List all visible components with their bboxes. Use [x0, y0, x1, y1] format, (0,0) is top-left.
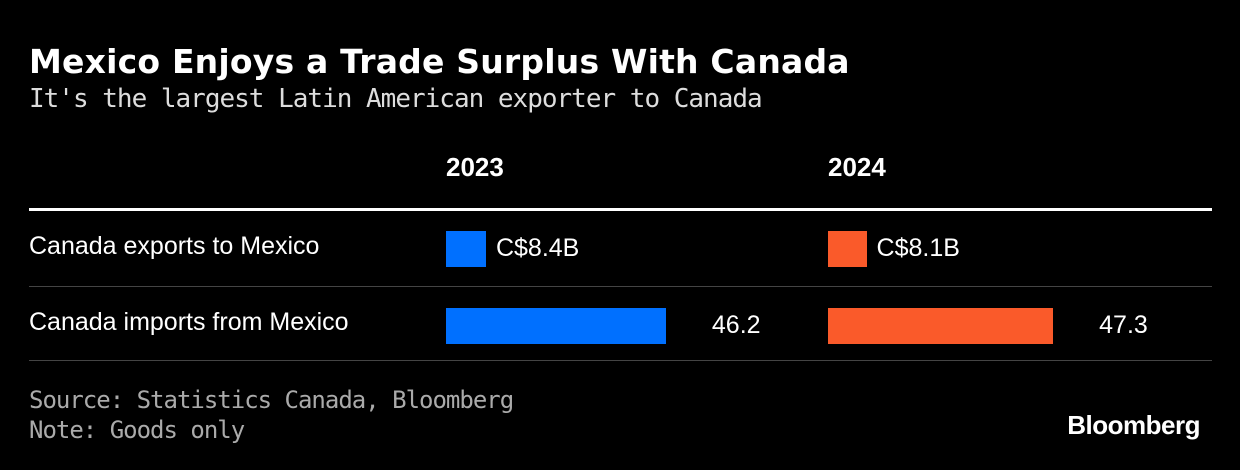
footnote: Note: Goods only — [29, 416, 245, 444]
value-label: 47.3 — [1099, 311, 1148, 339]
bar-2024-row1 — [828, 308, 1054, 344]
row-label-imports: Canada imports from Mexico — [29, 308, 349, 336]
bar-2023-row0 — [446, 231, 486, 267]
chart-title: Mexico Enjoys a Trade Surplus With Canad… — [29, 42, 850, 81]
chart-subtitle: It's the largest Latin American exporter… — [29, 84, 763, 114]
column-header-2024: 2024 — [828, 152, 886, 182]
column-header-2023: 2023 — [446, 152, 504, 182]
source-note: Source: Statistics Canada, Bloomberg — [29, 386, 514, 414]
header-rule — [29, 208, 1212, 211]
bar-2023-row1 — [446, 308, 666, 344]
value-label: C$8.4B — [495, 234, 580, 262]
row-divider — [29, 286, 1212, 287]
value-label: C$8.1B — [876, 234, 960, 262]
row-label-exports: Canada exports to Mexico — [29, 232, 320, 260]
bloomberg-logo: Bloomberg — [1067, 410, 1200, 440]
bar-2024-row0 — [828, 231, 867, 267]
row-divider — [29, 360, 1212, 361]
value-label: 46.2 — [711, 311, 761, 339]
